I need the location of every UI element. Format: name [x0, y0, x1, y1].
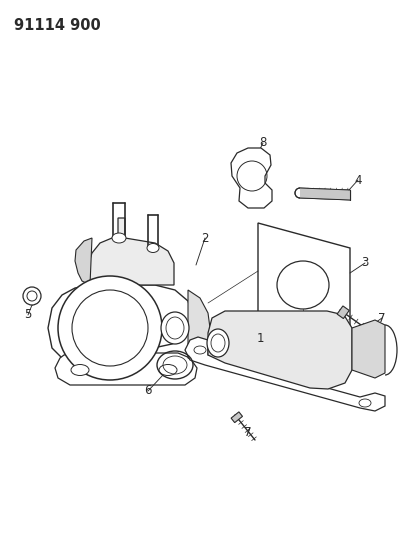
Polygon shape: [352, 320, 385, 378]
Circle shape: [58, 276, 162, 380]
Text: 3: 3: [361, 256, 369, 270]
Text: 91114 900: 91114 900: [14, 18, 101, 33]
Text: 8: 8: [259, 136, 267, 149]
Ellipse shape: [159, 365, 177, 376]
Ellipse shape: [207, 329, 229, 357]
Text: 4: 4: [354, 174, 362, 187]
Polygon shape: [337, 306, 349, 319]
Ellipse shape: [277, 261, 329, 309]
Polygon shape: [75, 238, 92, 285]
Polygon shape: [88, 218, 174, 285]
Text: 1: 1: [256, 332, 264, 344]
Ellipse shape: [71, 365, 89, 376]
Polygon shape: [258, 223, 350, 368]
Polygon shape: [231, 412, 242, 423]
Text: 5: 5: [24, 309, 32, 321]
Ellipse shape: [112, 233, 126, 243]
Text: 7: 7: [378, 311, 386, 325]
Polygon shape: [55, 353, 197, 385]
Polygon shape: [208, 311, 352, 389]
Text: 7: 7: [244, 426, 252, 440]
Text: 2: 2: [201, 231, 209, 245]
Ellipse shape: [147, 244, 159, 253]
Text: 6: 6: [144, 384, 152, 398]
Polygon shape: [48, 285, 192, 368]
Polygon shape: [300, 188, 350, 200]
Polygon shape: [188, 290, 210, 360]
Polygon shape: [185, 337, 385, 411]
Polygon shape: [231, 148, 272, 208]
Ellipse shape: [359, 399, 371, 407]
Circle shape: [23, 287, 41, 305]
Ellipse shape: [161, 312, 189, 344]
Ellipse shape: [194, 346, 206, 354]
